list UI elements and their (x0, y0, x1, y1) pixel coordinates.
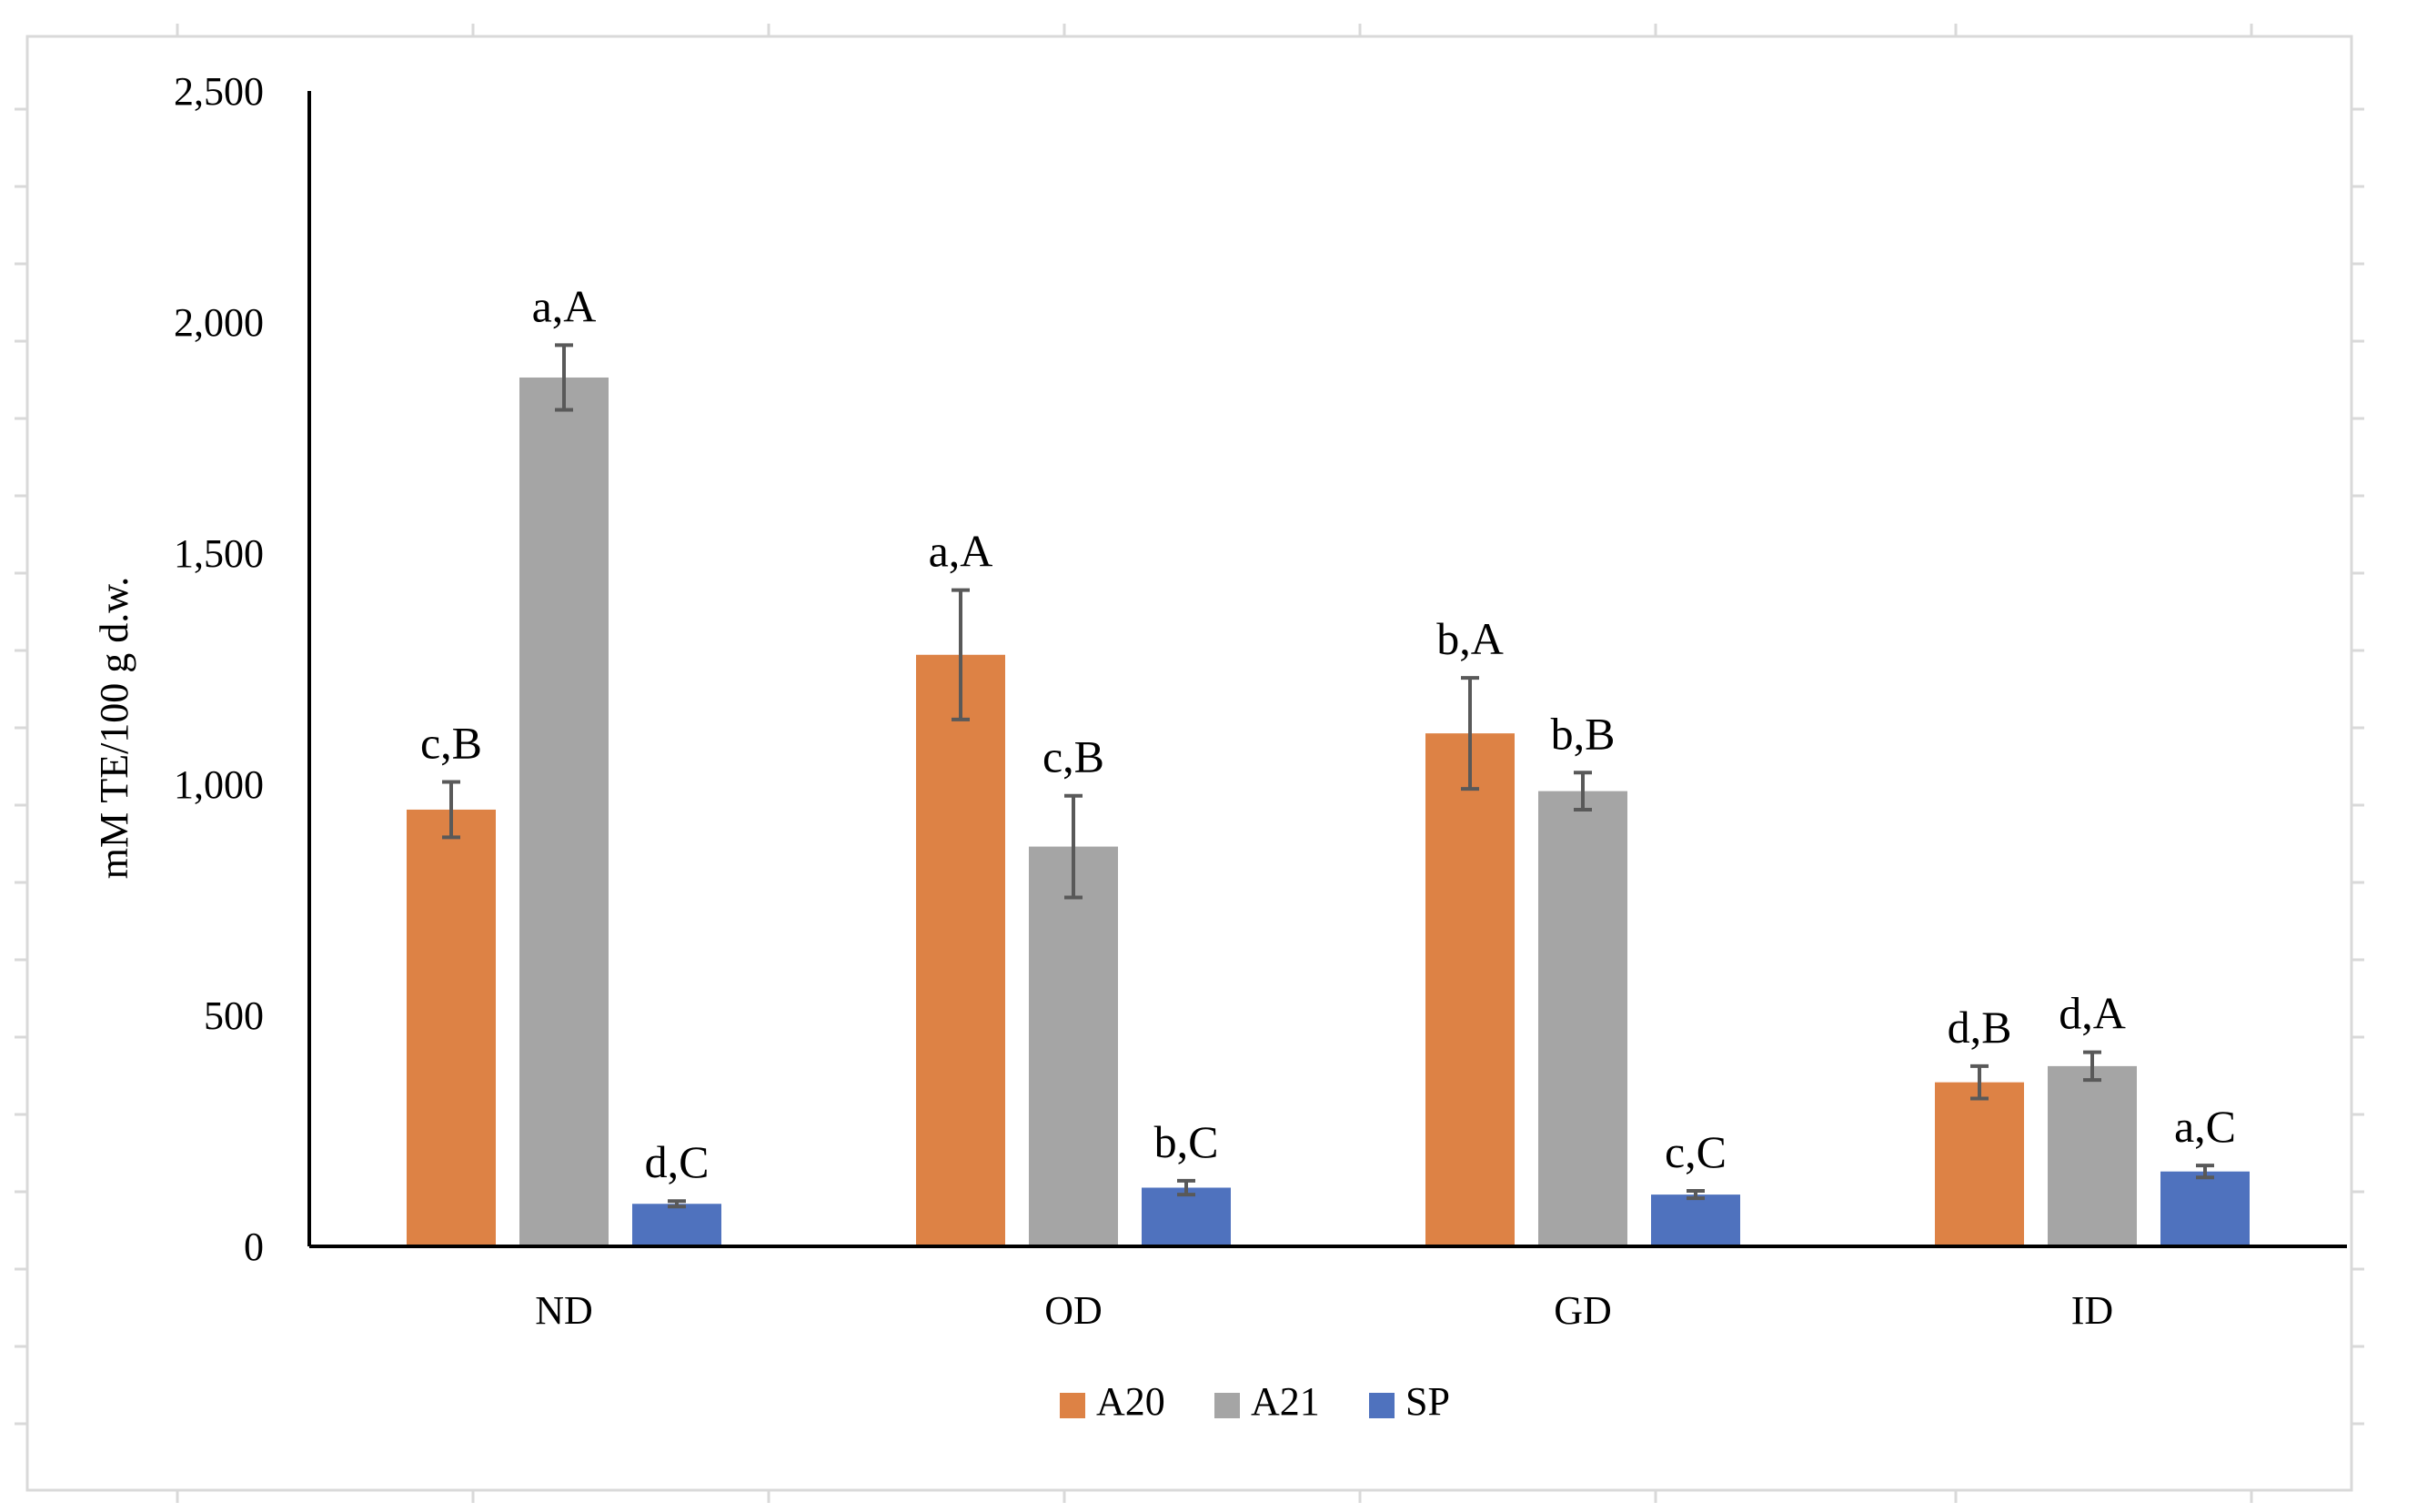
legend-label-a20: A20 (1096, 1379, 1165, 1424)
x-tick-label: GD (1554, 1288, 1612, 1333)
bar-a21-gd (1538, 791, 1627, 1246)
data-label-a21-id: d,A (2059, 988, 2126, 1039)
data-label-a20-id: d,B (1948, 1002, 2012, 1053)
y-tick-label: 500 (204, 993, 264, 1038)
bar-a21-nd (519, 377, 609, 1247)
bar-sp-id (2160, 1171, 2250, 1246)
x-tick-label: ID (2071, 1288, 2113, 1333)
data-label-sp-gd: c,C (1665, 1126, 1727, 1177)
y-tick-labels: 0 500 1,000 1,500 2,000 2,500 (174, 69, 264, 1269)
error-bars (442, 343, 2214, 1209)
bar-a20-gd (1425, 733, 1515, 1246)
data-label-a21-gd: b,B (1551, 708, 1616, 759)
data-label-sp-od: b,C (1154, 1116, 1219, 1167)
y-tick-label: 2,000 (174, 300, 264, 345)
legend-label-a21: A21 (1251, 1379, 1320, 1424)
x-tick-label: ND (535, 1288, 593, 1333)
legend-label-sp: SP (1405, 1379, 1450, 1424)
y-tick-label: 1,500 (174, 531, 264, 576)
legend-swatch-sp (1369, 1393, 1395, 1418)
data-label-a21-od: c,B (1042, 731, 1104, 782)
bars (407, 377, 2250, 1247)
x-tick-label: OD (1044, 1288, 1103, 1333)
x-tick-labels: ND OD GD ID (535, 1288, 2113, 1333)
bar-a21-od (1029, 846, 1118, 1246)
legend-swatch-a20 (1060, 1393, 1085, 1418)
axes (307, 91, 2347, 1248)
legend: A20 A21 SP (1060, 1379, 1450, 1424)
y-tick-label: 2,500 (174, 69, 264, 114)
y-axis-title: mM TE/100 g d.w. (92, 577, 136, 879)
bar-a21-id (2048, 1065, 2137, 1246)
bar-a20-od (916, 654, 1005, 1246)
bar-a20-id (1935, 1082, 2024, 1246)
bar-sp-nd (632, 1204, 721, 1246)
border-ticks (15, 24, 2364, 1503)
data-label-a21-nd: a,A (532, 280, 597, 331)
data-label-sp-nd: d,C (645, 1136, 710, 1187)
bar-a20-nd (407, 809, 496, 1246)
data-labels: c,B a,A d,C a,A c,B b,C b,A b,B c,C d,B d,A a,C (420, 280, 2236, 1187)
data-label-a20-gd: b,A (1436, 613, 1504, 664)
y-tick-label: 1,000 (174, 762, 264, 807)
bar-sp-gd (1651, 1194, 1740, 1246)
data-label-a20-nd: c,B (420, 717, 482, 768)
data-label-a20-od: a,A (929, 526, 993, 577)
bar-sp-od (1142, 1187, 1231, 1246)
chart-border (25, 35, 2353, 1492)
y-tick-label: 0 (244, 1225, 264, 1269)
data-label-sp-id: a,C (2174, 1101, 2236, 1152)
legend-swatch-a21 (1214, 1393, 1240, 1418)
